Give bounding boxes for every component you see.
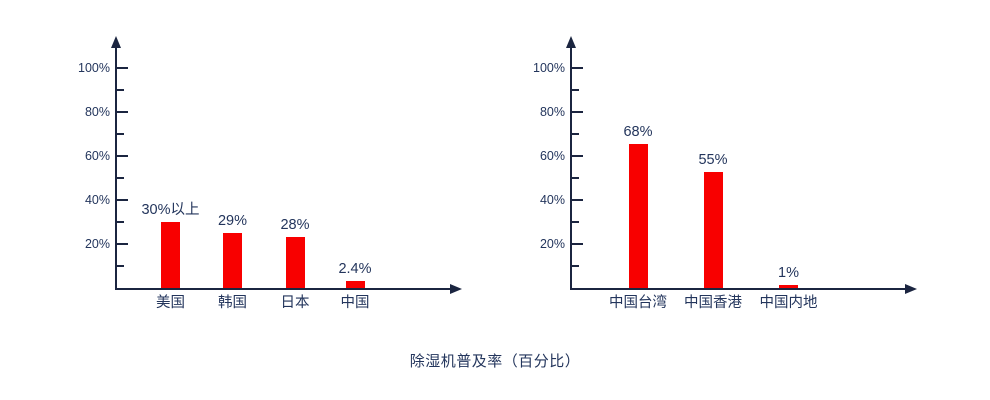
y-tick-label: 80% <box>539 105 565 119</box>
category-label: 美国 <box>156 295 185 311</box>
bar <box>779 285 798 288</box>
value-label: 28% <box>280 217 310 233</box>
y-tick-minor <box>116 89 124 91</box>
y-tick-minor <box>571 133 579 135</box>
y-tick-label: 60% <box>539 149 565 163</box>
x-axis-arrow-icon <box>450 284 462 294</box>
y-tick-major <box>571 155 583 157</box>
value-label: 29% <box>217 213 248 229</box>
value-label: 68% <box>623 124 653 140</box>
y-tick-major <box>571 243 583 245</box>
y-tick-major <box>571 111 583 113</box>
y-axis-arrow-icon <box>111 36 121 48</box>
x-axis-arrow-icon <box>905 284 917 294</box>
y-axis-arrow-icon <box>566 36 576 48</box>
category-label: 中国香港 <box>684 295 742 311</box>
y-tick-label: 20% <box>84 237 110 251</box>
y-tick-major <box>116 67 128 69</box>
y-tick-major <box>116 199 128 201</box>
y-tick-major <box>571 67 583 69</box>
category-label: 中国内地 <box>759 295 818 311</box>
y-tick-minor <box>116 265 124 267</box>
bar <box>345 281 365 288</box>
y-tick-major <box>571 199 583 201</box>
figure-title: 除湿机普及率（百分比） <box>409 353 581 370</box>
y-tick-major <box>116 111 128 113</box>
y-tick-label: 60% <box>84 149 110 163</box>
category-label: 中国 <box>340 295 370 311</box>
value-label: 1% <box>778 265 799 281</box>
y-tick-label: 40% <box>84 193 110 207</box>
category-label: 中国台湾 <box>609 295 667 311</box>
y-tick-label: 100% <box>78 61 110 75</box>
y-tick-label: 20% <box>539 237 565 251</box>
y-tick-minor <box>571 177 579 179</box>
bar <box>223 233 242 288</box>
y-axis-line <box>570 45 572 290</box>
category-label: 日本 <box>280 295 310 311</box>
y-tick-major <box>116 243 128 245</box>
value-label: 2.4% <box>338 261 372 277</box>
bar <box>285 237 305 288</box>
x-axis-line <box>116 288 452 290</box>
y-tick-major <box>116 155 128 157</box>
category-label: 韩国 <box>218 295 247 311</box>
y-tick-minor <box>116 133 124 135</box>
bar <box>161 222 180 288</box>
x-axis-line <box>571 288 907 290</box>
y-tick-label: 40% <box>539 193 565 207</box>
y-tick-minor <box>571 265 579 267</box>
value-label: 55% <box>698 152 728 168</box>
bar <box>628 144 648 288</box>
bar <box>703 172 723 288</box>
y-tick-label: 100% <box>533 61 565 75</box>
y-axis-line <box>115 45 117 290</box>
value-label: 30%以上 <box>141 202 200 218</box>
y-tick-label: 80% <box>84 105 110 119</box>
y-tick-minor <box>116 221 124 223</box>
y-tick-minor <box>116 177 124 179</box>
y-tick-minor <box>571 221 579 223</box>
y-tick-minor <box>571 89 579 91</box>
